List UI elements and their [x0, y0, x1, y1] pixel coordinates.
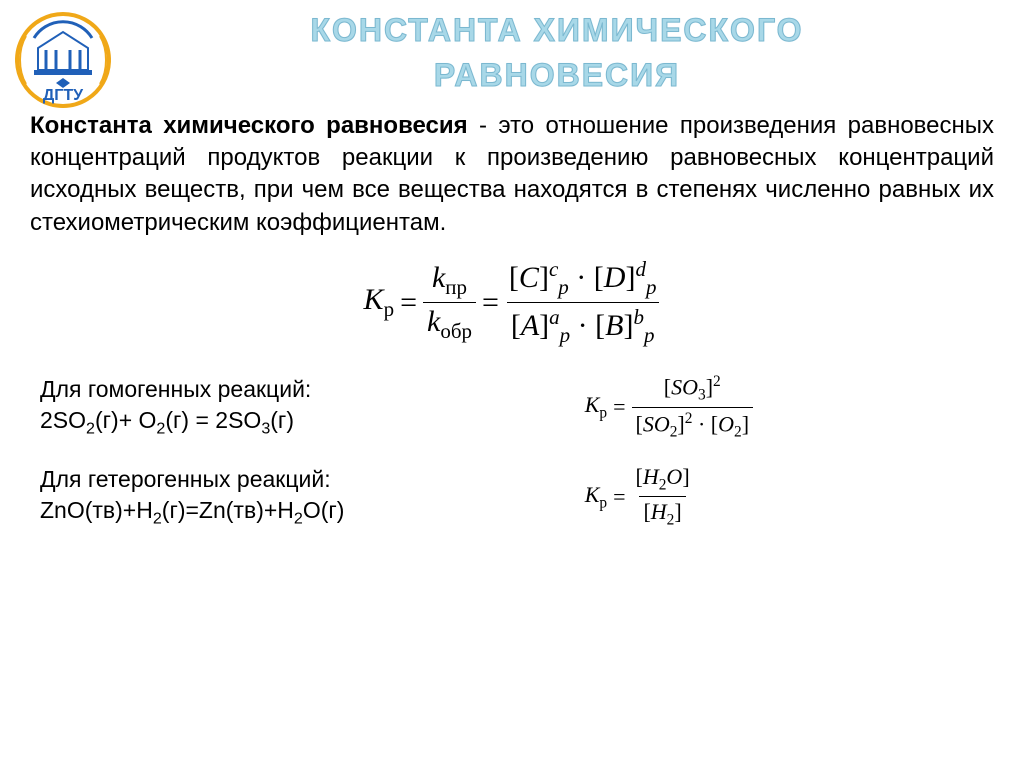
definition-paragraph: Константа химического равновесия - это о… [30, 110, 994, 240]
homogeneous-formula: Kр = [SO3]2 [SO2]2 · [O2] [565, 373, 994, 441]
title-line-1: КОНСТАНТА ХИМИЧЕСКОГО [110, 8, 1004, 53]
definition-term: Константа химического равновесия [30, 112, 468, 139]
heterogeneous-label: Для гетерогенных реакций: [40, 464, 565, 495]
heterogeneous-text: Для гетерогенных реакций: ZnO(тв)+H2(г)=… [40, 464, 565, 530]
homogeneous-reaction: 2SO2(г)+ O2(г) = 2SO3(г) [40, 405, 565, 440]
homogeneous-label: Для гомогенных реакций: [40, 374, 565, 405]
heterogeneous-formula: Kр = [H2O] [H2] [565, 464, 994, 530]
heterogeneous-example: Для гетерогенных реакций: ZnO(тв)+H2(г)=… [40, 464, 994, 530]
homogeneous-text: Для гомогенных реакций: 2SO2(г)+ O2(г) =… [40, 374, 565, 440]
heterogeneous-reaction: ZnO(тв)+H2(г)=Zn(тв)+H2O(г) [40, 495, 565, 530]
university-logo: ДГТУ [8, 8, 118, 108]
main-equilibrium-formula: Kр = kпр kобр = [C]cp · [D]dp [A]ap · [B… [30, 257, 994, 348]
svg-text:ДГТУ: ДГТУ [43, 87, 84, 104]
homogeneous-example: Для гомогенных реакций: 2SO2(г)+ O2(г) =… [40, 373, 994, 441]
slide-title: КОНСТАНТА ХИМИЧЕСКОГО РАВНОВЕСИЯ [110, 0, 1004, 98]
title-line-2: РАВНОВЕСИЯ [110, 53, 1004, 98]
